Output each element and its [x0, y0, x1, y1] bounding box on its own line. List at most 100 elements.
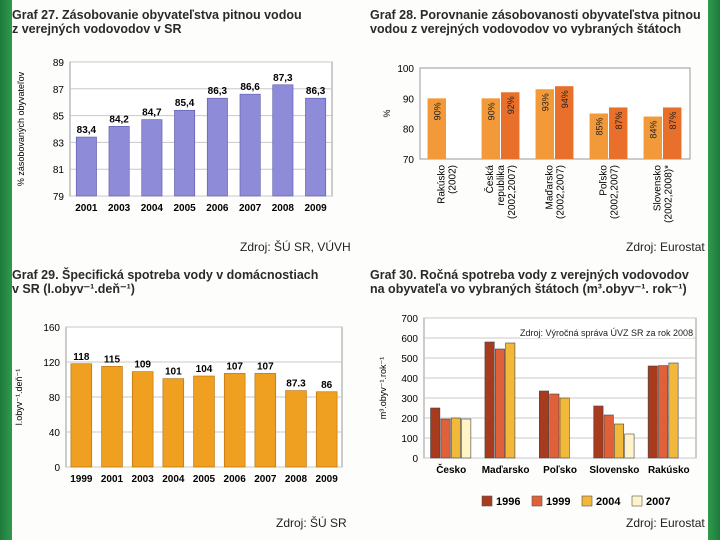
g27-x-tick-label: 2003 — [108, 203, 131, 214]
g29-bar — [70, 363, 93, 468]
g27-bar — [206, 97, 228, 197]
g30-bar — [593, 405, 604, 459]
g30-bar — [440, 418, 451, 459]
g27-data-label: 84,7 — [142, 108, 162, 119]
g27-y-tick-label: 81 — [53, 165, 65, 176]
g27-y-tick-label: 87 — [53, 85, 65, 96]
g27-data-label: 86,3 — [208, 86, 228, 97]
g30-bar — [668, 362, 679, 459]
g30-bar — [658, 365, 669, 459]
g30-bar — [624, 433, 635, 459]
g30-bar — [484, 341, 495, 459]
g29-x-tick-label: 2008 — [285, 474, 308, 485]
g30-legend-label: 1999 — [546, 496, 570, 508]
g27-data-label: 86,3 — [306, 86, 326, 97]
g29-x-tick-label: 2009 — [316, 474, 339, 485]
g28-bar — [481, 98, 500, 159]
g28-y-tick-label: 90 — [403, 94, 415, 105]
g27-y-tick-label: 85 — [53, 112, 65, 123]
g28-source: Zdroj: Eurostat — [626, 240, 705, 254]
g27-x-tick-label: 2007 — [239, 203, 262, 214]
g28-data-label: 87% — [668, 111, 678, 129]
g29-data-label: 115 — [104, 354, 121, 365]
g30-bar — [539, 390, 549, 459]
g30-bar — [549, 393, 560, 459]
g30-chart: 0 100 200 300 400 500 600 700 m³.obyv⁻¹.rok⁻¹ Čes… — [378, 314, 697, 508]
g30-bar — [614, 423, 625, 459]
g30-legend-label: 1996 — [496, 496, 520, 508]
g27-source: Zdroj: ŠÚ SR, VÚVH — [240, 240, 351, 254]
g28-bar — [663, 107, 682, 159]
g28-data-label: 92% — [506, 96, 516, 114]
g28-bar — [427, 98, 446, 159]
g27-data-label: 85,4 — [175, 98, 195, 109]
g27-title: Graf 27. Zásobovanie obyvateľstva pitnou… — [12, 8, 302, 36]
g27-bar — [75, 136, 97, 197]
g29-data-label: 107 — [257, 361, 274, 372]
g27-bar — [239, 93, 261, 197]
g27-x-tick-label: 2006 — [206, 203, 229, 214]
g29-y-axis-label: l.obyv⁻¹.deň⁻¹ — [14, 369, 24, 426]
g29-y-tick-label: 120 — [43, 358, 60, 369]
g27-data-label: 87,3 — [273, 73, 293, 84]
g29-title: Graf 29. Špecifická spotreba vody v domá… — [12, 268, 319, 296]
g29-bar — [315, 391, 338, 468]
g29-x-tick-label: 2006 — [224, 474, 247, 485]
g29-data-label: 86 — [321, 380, 333, 391]
g27-x-tick-label: 2008 — [272, 203, 295, 214]
g28-data-label: 90% — [432, 102, 442, 120]
g28-y-tick-label: 100 — [397, 64, 414, 75]
g30-legend-swatch — [531, 495, 543, 507]
g29-source: Zdroj: ŠÚ SR — [276, 516, 347, 530]
g30-y-tick-label: 600 — [401, 334, 418, 345]
g28-chart: 70 80 90 100% 90% Rakúsko(2002) 90% 92% Českárep… — [382, 64, 691, 223]
g30-bar — [603, 414, 614, 459]
g30-y-tick-label: 0 — [412, 454, 418, 465]
g30-legend-label: 2004 — [596, 496, 621, 508]
g29-bar — [223, 373, 246, 468]
g28-y-tick-label: 70 — [403, 155, 415, 166]
g28-x-tick-label: Poľsko(2002,2007) — [599, 165, 621, 219]
g28-x-tick-label: Maďarsko(2002,2007) — [545, 165, 567, 219]
g30-bar — [461, 418, 472, 459]
g30-bar — [647, 365, 658, 459]
g28-y-axis-label: % — [382, 109, 392, 117]
g29-data-label: 104 — [196, 364, 213, 375]
g29-chart: 0 40 80 120 160 l.obyv⁻¹.deň⁻¹ 118 1999 115 2001 1… — [14, 323, 343, 485]
g28-title: Graf 28. Porovnanie zásobovanosti obyvat… — [370, 8, 701, 36]
g28-bar — [589, 113, 608, 159]
g30-x-tick-label: Maďarsko — [482, 465, 530, 476]
g30-y-tick-label: 500 — [401, 354, 418, 365]
g27-chart: 79 81 83 85 87 89 % zásobovaných obyvateľov 83,… — [16, 58, 333, 214]
g27-x-tick-label: 2001 — [75, 203, 98, 214]
g30-bar — [494, 348, 505, 459]
g30-y-tick-label: 700 — [401, 314, 418, 325]
g27-x-tick-label: 2009 — [305, 203, 328, 214]
g29-x-tick-label: 1999 — [70, 474, 93, 485]
g28-bar — [555, 86, 574, 159]
g27-data-label: 83,4 — [77, 125, 97, 136]
g29-x-tick-label: 2003 — [132, 474, 155, 485]
g29-bar — [131, 371, 154, 468]
g29-data-label: 101 — [165, 367, 182, 378]
g27-bar — [174, 109, 196, 197]
g30-y-tick-label: 100 — [401, 434, 418, 445]
g30-y-axis-label: m³.obyv⁻¹.rok⁻¹ — [378, 357, 388, 420]
g30-legend-swatch — [581, 495, 593, 507]
g28-bar — [535, 89, 554, 159]
g27-y-tick-label: 89 — [53, 58, 65, 69]
source-note: Zdroj: Výročná správa ÚVZ SR za rok 2008 — [520, 328, 694, 338]
g28-data-label: 85% — [594, 118, 604, 136]
g30-y-tick-label: 200 — [401, 414, 418, 425]
g27-x-tick-label: 2005 — [174, 203, 197, 214]
g29-y-tick-label: 40 — [49, 428, 61, 439]
g29-x-tick-label: 2001 — [101, 474, 124, 485]
g29-bar — [162, 378, 185, 468]
g29-data-label: 109 — [134, 360, 151, 371]
g30-source: Zdroj: Eurostat — [626, 516, 705, 530]
g29-x-tick-label: 2004 — [162, 474, 185, 485]
g27-bar — [305, 97, 327, 197]
g29-bar — [254, 373, 277, 468]
g30-y-tick-label: 300 — [401, 394, 418, 405]
g30-x-tick-label: Česko — [436, 463, 466, 476]
